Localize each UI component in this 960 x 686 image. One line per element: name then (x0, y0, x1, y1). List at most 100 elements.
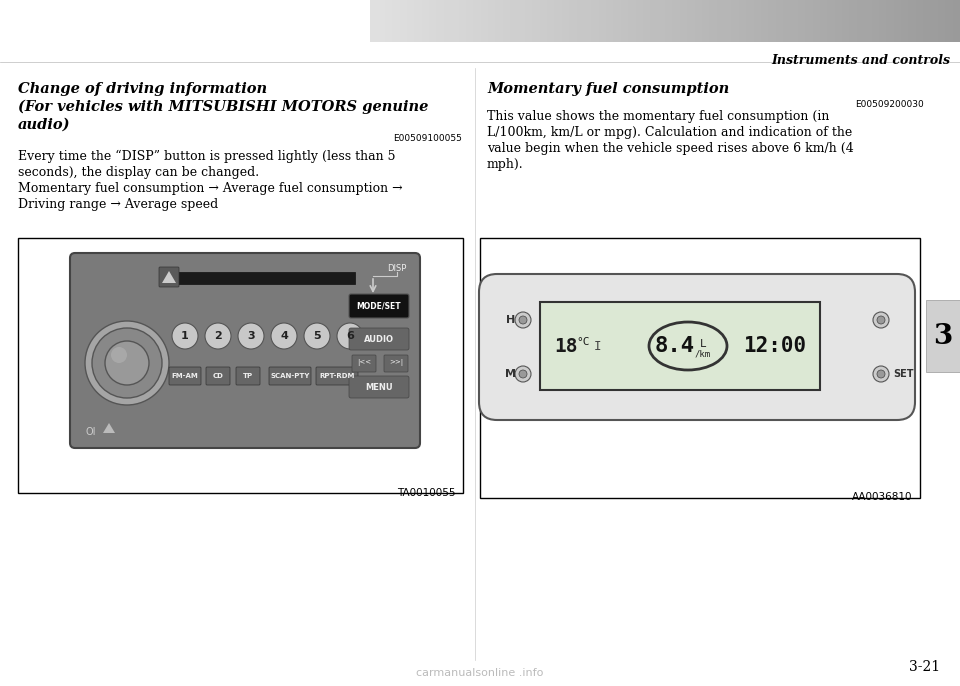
Bar (503, 0, 511, 42)
Bar (377, 0, 385, 42)
Text: H: H (506, 315, 516, 325)
Bar (444, 0, 451, 42)
Circle shape (92, 328, 162, 398)
Bar (694, 0, 703, 42)
Bar (894, 0, 901, 42)
Circle shape (85, 321, 169, 405)
Text: 6: 6 (346, 331, 354, 341)
Text: value begin when the vehicle speed rises above 6 km/h (4: value begin when the vehicle speed rises… (487, 142, 853, 155)
Circle shape (873, 366, 889, 382)
Text: 12:00: 12:00 (743, 336, 806, 356)
Circle shape (519, 316, 527, 324)
Bar (776, 0, 783, 42)
Bar (820, 0, 828, 42)
Bar (768, 0, 776, 42)
Bar (643, 0, 651, 42)
Bar (613, 0, 621, 42)
Bar (473, 0, 481, 42)
Text: 3: 3 (933, 322, 952, 349)
Text: Every time the “DISP” button is pressed lightly (less than 5: Every time the “DISP” button is pressed … (18, 150, 396, 163)
Bar (547, 0, 555, 42)
Bar (739, 0, 747, 42)
Bar (636, 0, 643, 42)
Text: 3: 3 (247, 331, 254, 341)
Bar (938, 0, 946, 42)
Polygon shape (162, 271, 176, 283)
Bar (901, 0, 909, 42)
Bar (606, 0, 613, 42)
Text: 8.4: 8.4 (655, 336, 695, 356)
Bar (429, 0, 437, 42)
FancyBboxPatch shape (169, 367, 201, 385)
FancyBboxPatch shape (159, 267, 179, 287)
Text: 2: 2 (214, 331, 222, 341)
Bar (621, 0, 629, 42)
Text: Momentary fuel consumption → Average fuel consumption →: Momentary fuel consumption → Average fue… (18, 182, 402, 195)
Circle shape (877, 316, 885, 324)
Bar (746, 0, 754, 42)
Bar (754, 0, 761, 42)
Bar (790, 0, 799, 42)
Text: SCAN-PTY: SCAN-PTY (271, 373, 310, 379)
Text: M: M (506, 369, 516, 379)
Bar (805, 0, 813, 42)
Bar (160, 272, 355, 284)
FancyBboxPatch shape (70, 253, 420, 448)
Circle shape (271, 323, 297, 349)
Bar (908, 0, 916, 42)
Bar (687, 0, 695, 42)
Circle shape (877, 370, 885, 378)
Bar (872, 0, 879, 42)
Text: MENU: MENU (365, 383, 393, 392)
Text: DISP: DISP (387, 264, 407, 273)
Bar (842, 0, 850, 42)
FancyBboxPatch shape (269, 367, 311, 385)
Circle shape (304, 323, 330, 349)
Bar (562, 0, 569, 42)
Bar (584, 0, 591, 42)
Bar (886, 0, 894, 42)
Bar (856, 0, 865, 42)
Bar (952, 0, 960, 42)
Bar (370, 0, 378, 42)
Text: 3-21: 3-21 (909, 660, 940, 674)
Text: L/100km, km/L or mpg). Calculation and indication of the: L/100km, km/L or mpg). Calculation and i… (487, 126, 852, 139)
Bar (569, 0, 577, 42)
Text: Instruments and controls: Instruments and controls (771, 54, 950, 67)
FancyBboxPatch shape (349, 376, 409, 398)
Bar (466, 0, 473, 42)
Text: CD: CD (212, 373, 224, 379)
Bar (798, 0, 805, 42)
FancyBboxPatch shape (540, 302, 820, 390)
Text: |<<: |<< (357, 359, 372, 366)
Text: >>|: >>| (389, 359, 403, 366)
Text: SET: SET (893, 369, 914, 379)
FancyBboxPatch shape (352, 355, 376, 372)
Bar (532, 0, 540, 42)
Bar (517, 0, 525, 42)
Circle shape (873, 312, 889, 328)
Bar (554, 0, 563, 42)
Bar (878, 0, 887, 42)
Text: E00509100055: E00509100055 (394, 134, 462, 143)
Text: /km: /km (695, 349, 711, 359)
Bar (650, 0, 659, 42)
FancyBboxPatch shape (384, 355, 408, 372)
FancyBboxPatch shape (316, 367, 358, 385)
Bar (415, 0, 422, 42)
FancyBboxPatch shape (236, 367, 260, 385)
Bar (930, 0, 938, 42)
Bar (732, 0, 739, 42)
Text: TA0010055: TA0010055 (397, 488, 456, 498)
Bar (680, 0, 687, 42)
Circle shape (205, 323, 231, 349)
Bar (525, 0, 533, 42)
Bar (399, 0, 407, 42)
Text: 1: 1 (181, 331, 189, 341)
Circle shape (519, 370, 527, 378)
Bar (488, 0, 496, 42)
FancyBboxPatch shape (206, 367, 230, 385)
Bar (850, 0, 857, 42)
Bar (672, 0, 681, 42)
Text: 18: 18 (554, 337, 578, 355)
